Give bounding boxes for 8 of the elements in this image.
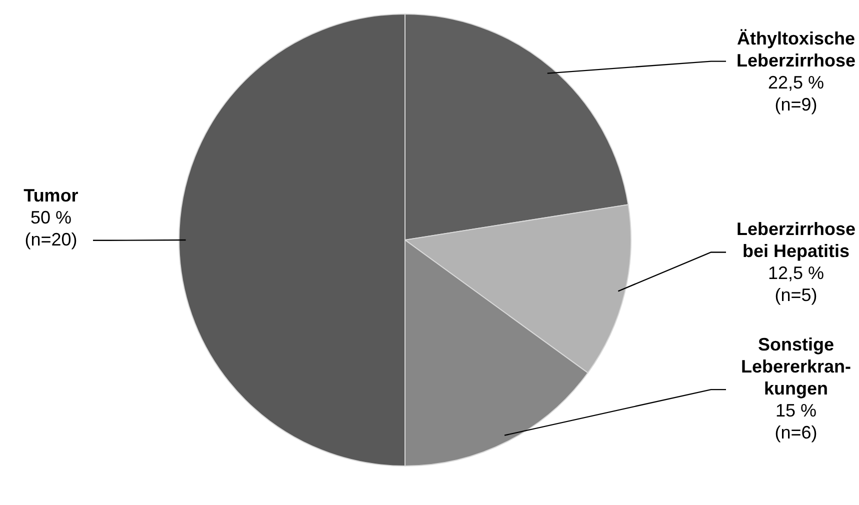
slice-label: Tumor <box>24 185 78 206</box>
data-label: 50 % (n=20) <box>24 207 78 250</box>
slice-label: Sonstige Lebererkran- kungen <box>740 334 852 399</box>
data-label: 15 % (n=6) <box>774 400 818 443</box>
data-label: 12,5 % (n=5) <box>768 263 824 306</box>
slice-label: Äthyltoxische Leberzirrhose <box>736 28 856 70</box>
slice-label: Leberzirrhose bei Hepatitis <box>736 219 856 262</box>
data-label: 22,5 % (n=9) <box>768 72 824 114</box>
